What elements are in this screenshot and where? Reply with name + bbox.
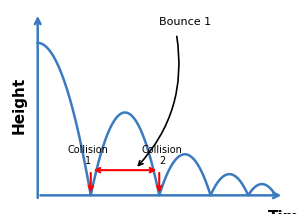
Text: Collision
1: Collision 1 [68, 145, 109, 165]
Text: Collision
2: Collision 2 [142, 145, 182, 165]
Text: Bounce 1: Bounce 1 [159, 17, 211, 27]
Text: Height: Height [11, 77, 26, 134]
Text: Time: Time [268, 210, 300, 214]
